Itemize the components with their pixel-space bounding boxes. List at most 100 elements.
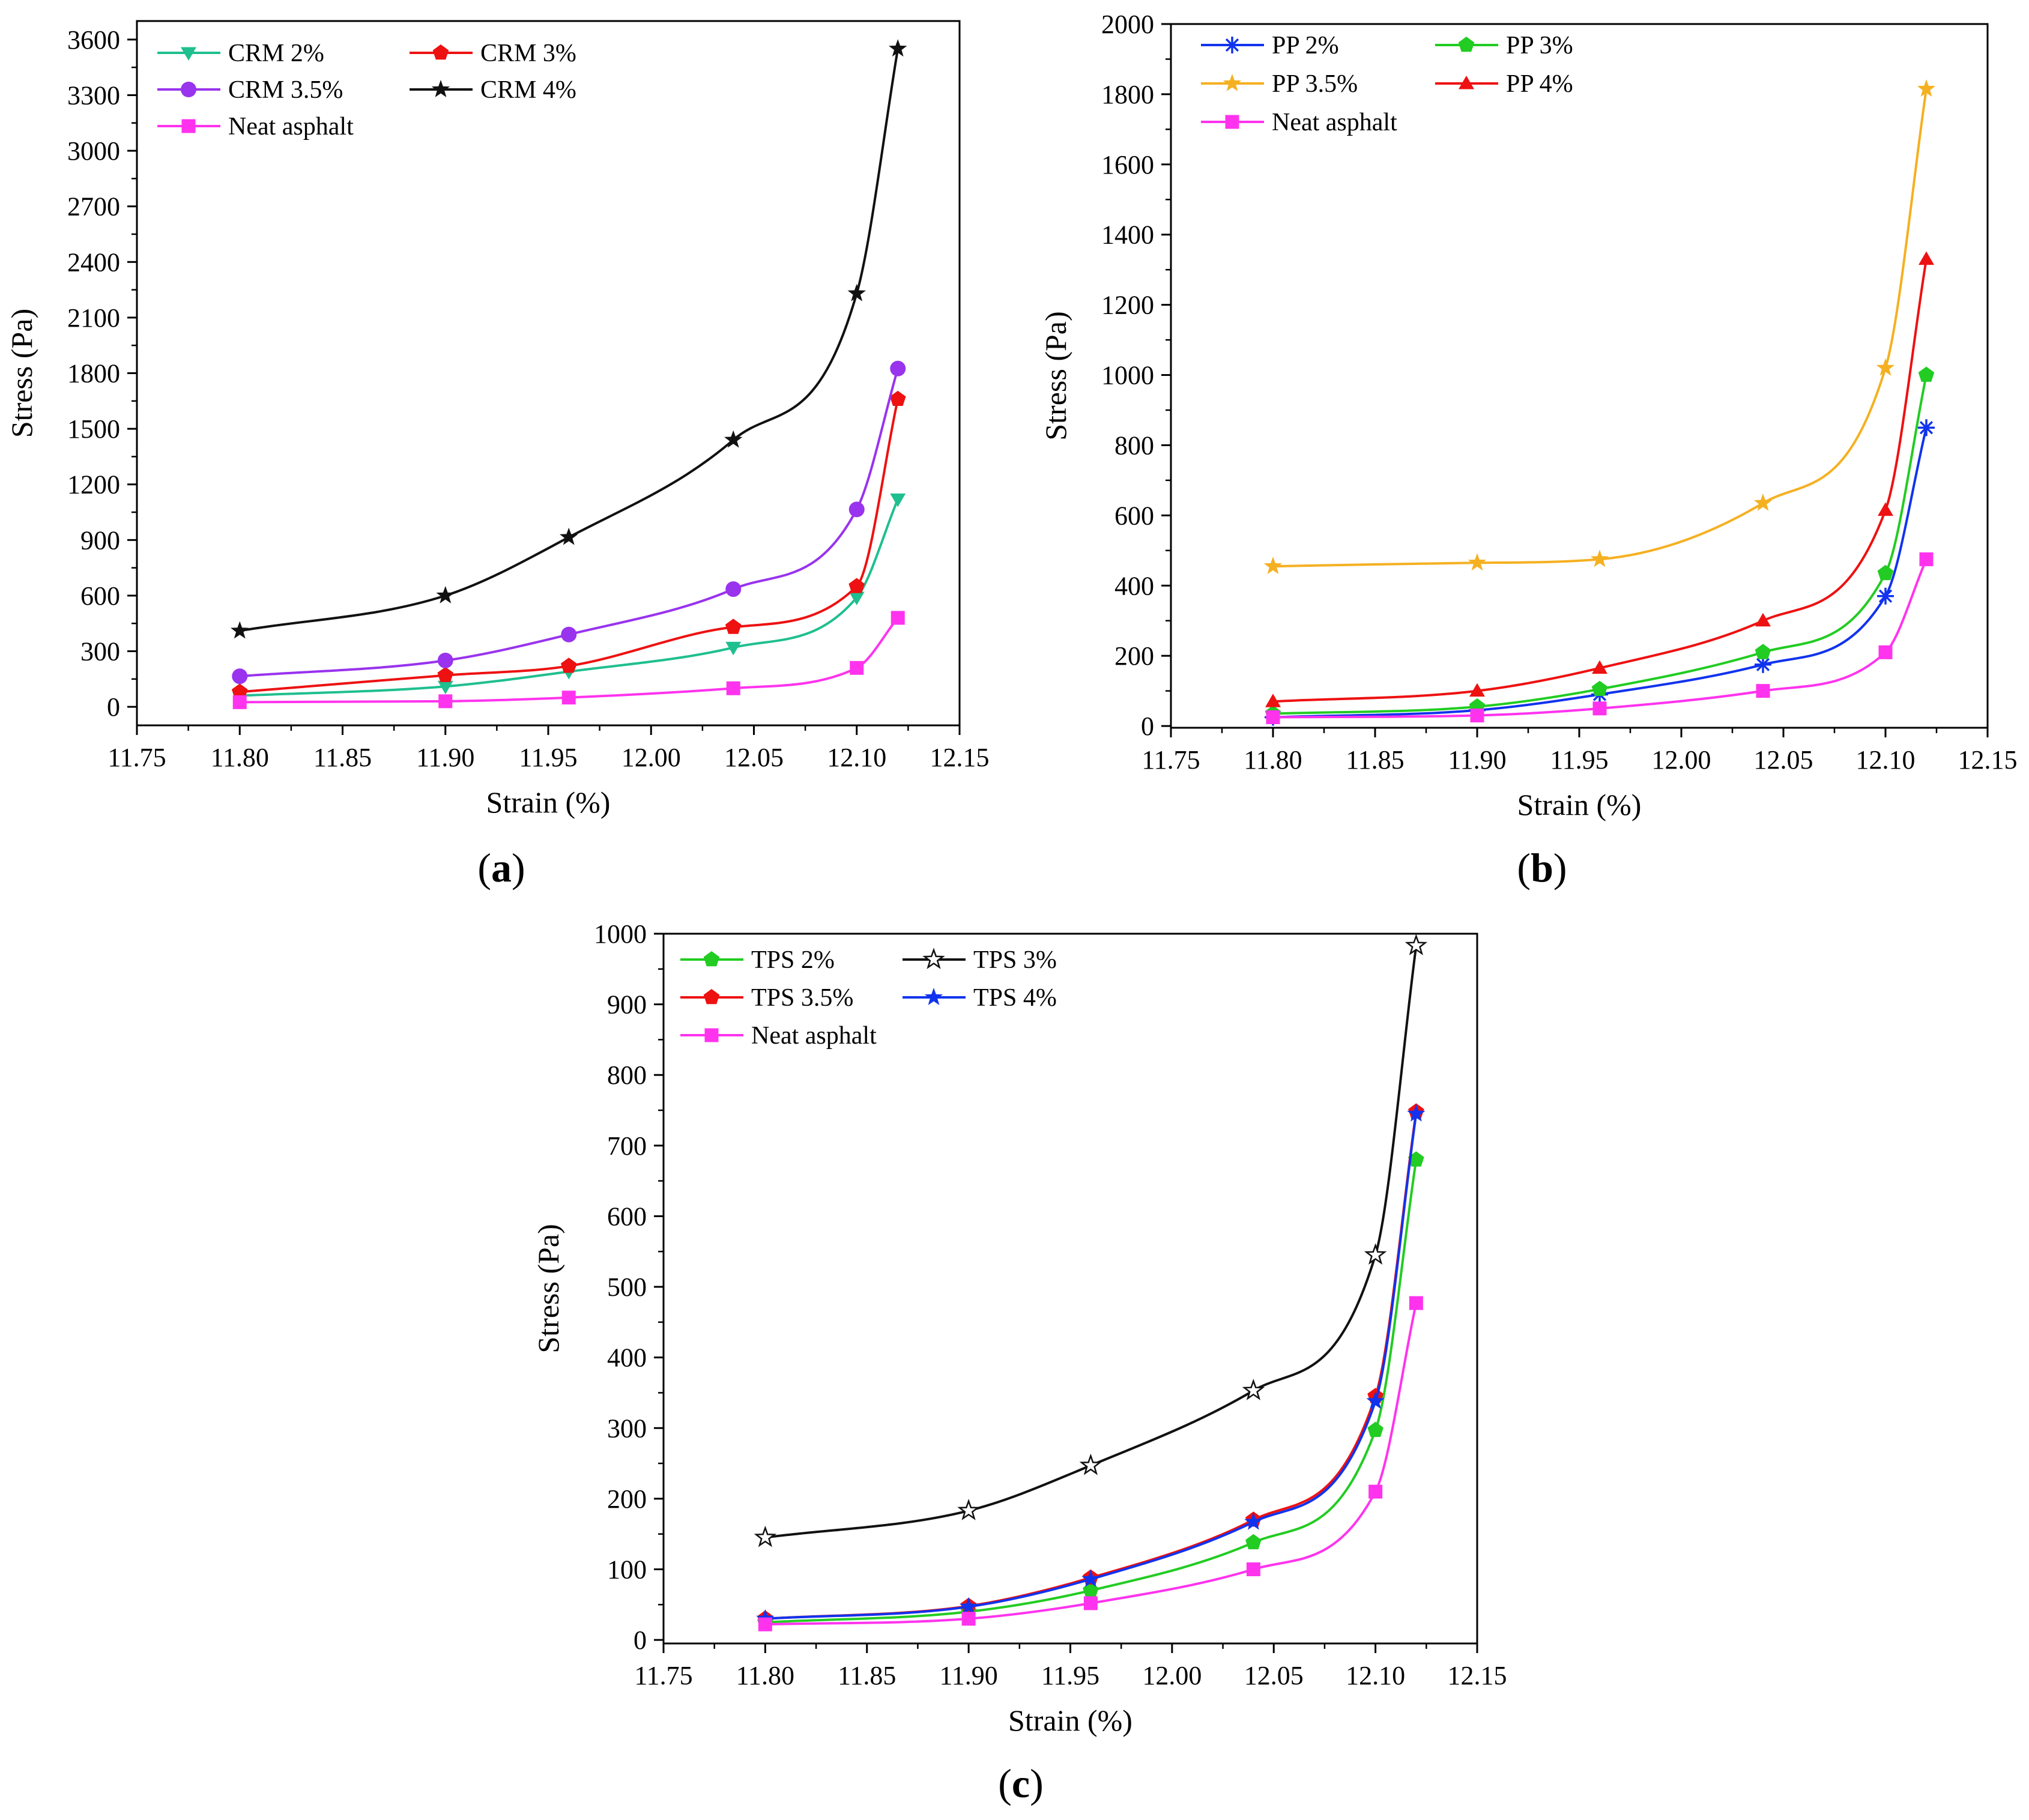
chart-b-legend-entry: PP 2% [1201,32,1339,59]
chart-c-data-point [1405,934,1428,955]
chart-c-x-tick-label: 11.85 [838,1661,896,1690]
chart-b-y-tick-label: 600 [1114,501,1154,530]
chart-c-legend-entry: TPS 4% [903,984,1057,1012]
chart-b-data-point [1265,694,1281,707]
chart-c-data-point [754,1525,777,1547]
chart-c-data-point [957,1499,980,1520]
chart-a-data-point [232,668,248,685]
chart-b-legend-marker [1225,115,1239,129]
chart-a-data-point [231,683,248,699]
chart-b-data-point [1591,680,1608,696]
chart-c-y-tick-label: 200 [607,1484,647,1514]
chart-a-y-tick-label: 3000 [67,136,120,166]
chart-a-data-point [725,641,742,656]
chart-a-x-tick-label: 11.80 [211,743,269,772]
chart-c-data-point [758,1617,772,1631]
chart-a-data-point [437,680,453,695]
chart-c-data-point [1367,1421,1383,1438]
chart-a-legend-marker [181,47,196,61]
chart-c-y-tick-label: 300 [607,1413,647,1443]
chart-c-legend: TPS 2% TPS 3% TPS 3.5% TPS 4% Neat asphalt [680,946,1057,1050]
chart-c-data-point [1246,1562,1260,1577]
chart-a-data-point [724,430,743,448]
chart-a-legend-entry: CRM 4% [410,76,576,104]
chart-c-data-point [1366,1391,1385,1409]
chart-a-data-point [437,667,454,682]
chart-a-legend-label: CRM 4% [480,76,576,104]
chart-a-data-point [889,390,906,406]
chart-a-series-line [239,48,900,632]
chart-panel-c: 11.75 11.80 11.85 11.90 11.95 12.00 12.05 12.10… [531,919,1507,1737]
chart-a-x-tick-label: 12.10 [827,743,886,772]
chart-b-legend-entry: PP 4% [1435,70,1573,98]
chart-a-legend-marker [431,80,450,97]
chart-c-legend-label: Neat asphalt [751,1022,877,1050]
chart-b-x-tick-label: 12.10 [1856,745,1916,775]
chart-c-data-point [1407,1104,1426,1122]
chart-a-data-point [560,658,577,673]
chart-c-legend-label: TPS 3% [973,946,1057,974]
chart-panel-b: 11.75 11.80 11.85 11.90 11.95 12.00 12.05 12.10… [1039,10,2018,821]
chart-a-legend-label: CRM 2% [228,40,324,67]
chart-a-data-point [560,527,578,545]
chart-c-series-tps-3 [754,934,1428,1547]
chart-c-data-point [1244,1512,1263,1530]
chart-b-x-tick-label: 11.95 [1550,745,1608,775]
chart-c-x-tick-label: 12.00 [1142,1661,1202,1690]
chart-b-legend-entry: PP 3.5% [1201,70,1358,98]
chart-c-x-axis-title: Strain (%) [1008,1704,1132,1737]
chart-b-data-point [1876,358,1895,376]
chart-b-y-tick-label: 2000 [1101,10,1154,39]
chart-a-data-point [847,283,866,301]
chart-a-data-point [437,652,453,668]
chart-b-legend-entry: PP 3% [1435,32,1573,59]
chart-b-series-line [1272,427,1928,719]
chart-b-y-tick-label: 1600 [1101,150,1154,180]
chart-c-legend-marker [704,1028,719,1042]
panel-label-b: (b) [1517,845,1567,890]
chart-b-data-point [1919,251,1934,265]
chart-c-data-point [1368,1484,1383,1499]
chart-b-data-point [1263,557,1283,575]
chart-b-y-tick-label: 200 [1114,641,1154,671]
chart-a-series-line [240,399,900,694]
chart-b-data-point [1919,552,1934,566]
chart-c-series-tps-2 [757,1151,1424,1629]
chart-a-data-point [890,493,906,507]
chart-a-data-point [438,694,453,709]
chart-a-x-tick-label: 12.00 [621,743,681,772]
chart-b-data-point [1592,701,1607,716]
chart-a-data-point [725,618,742,634]
chart-c-data-point [1245,1534,1262,1550]
panel-label-c: (c) [998,1761,1044,1806]
chart-a-y-tick-label: 1500 [67,414,120,444]
chart-b-y-tick-label: 800 [1114,431,1154,460]
chart-a-series-crm-4 [231,39,907,639]
chart-a-y-tick-label: 1200 [67,470,120,500]
chart-a-data-point [725,581,742,597]
chart-a-data-point [561,626,577,642]
chart-c-y-tick-label: 900 [607,990,647,1020]
chart-b-data-point [1266,710,1280,724]
chart-c-legend-marker [703,951,720,967]
chart-c-y-tick-label: 0 [633,1625,647,1655]
chart-c-data-point [1083,1582,1099,1598]
chart-c-y-tick-label: 1000 [594,919,647,949]
chart-c-data-point [1408,1151,1424,1167]
chart-b-data-point [1918,419,1935,437]
chart-a-x-axis-title: Strain (%) [486,785,611,819]
chart-a-legend-entry: CRM 3% [410,40,576,67]
chart-a-legend-entry: CRM 2% [157,40,324,67]
chart-b-legend-label: PP 3.5% [1272,70,1358,98]
chart-b-series-neat-asphalt [1266,552,1934,724]
chart-b-legend-label: PP 2% [1272,32,1339,59]
chart-b-y-tick-label: 0 [1141,712,1154,741]
chart-a-data-point [726,681,740,695]
chart-a-y-tick-label: 2400 [67,247,120,277]
chart-c-series-line [765,945,1418,1539]
chart-b-series-line [1272,259,1928,703]
chart-a-x-tick-label: 12.15 [930,743,990,772]
chart-c-y-tick-label: 800 [607,1060,647,1090]
chart-c-legend-entry: Neat asphalt [680,1022,877,1050]
